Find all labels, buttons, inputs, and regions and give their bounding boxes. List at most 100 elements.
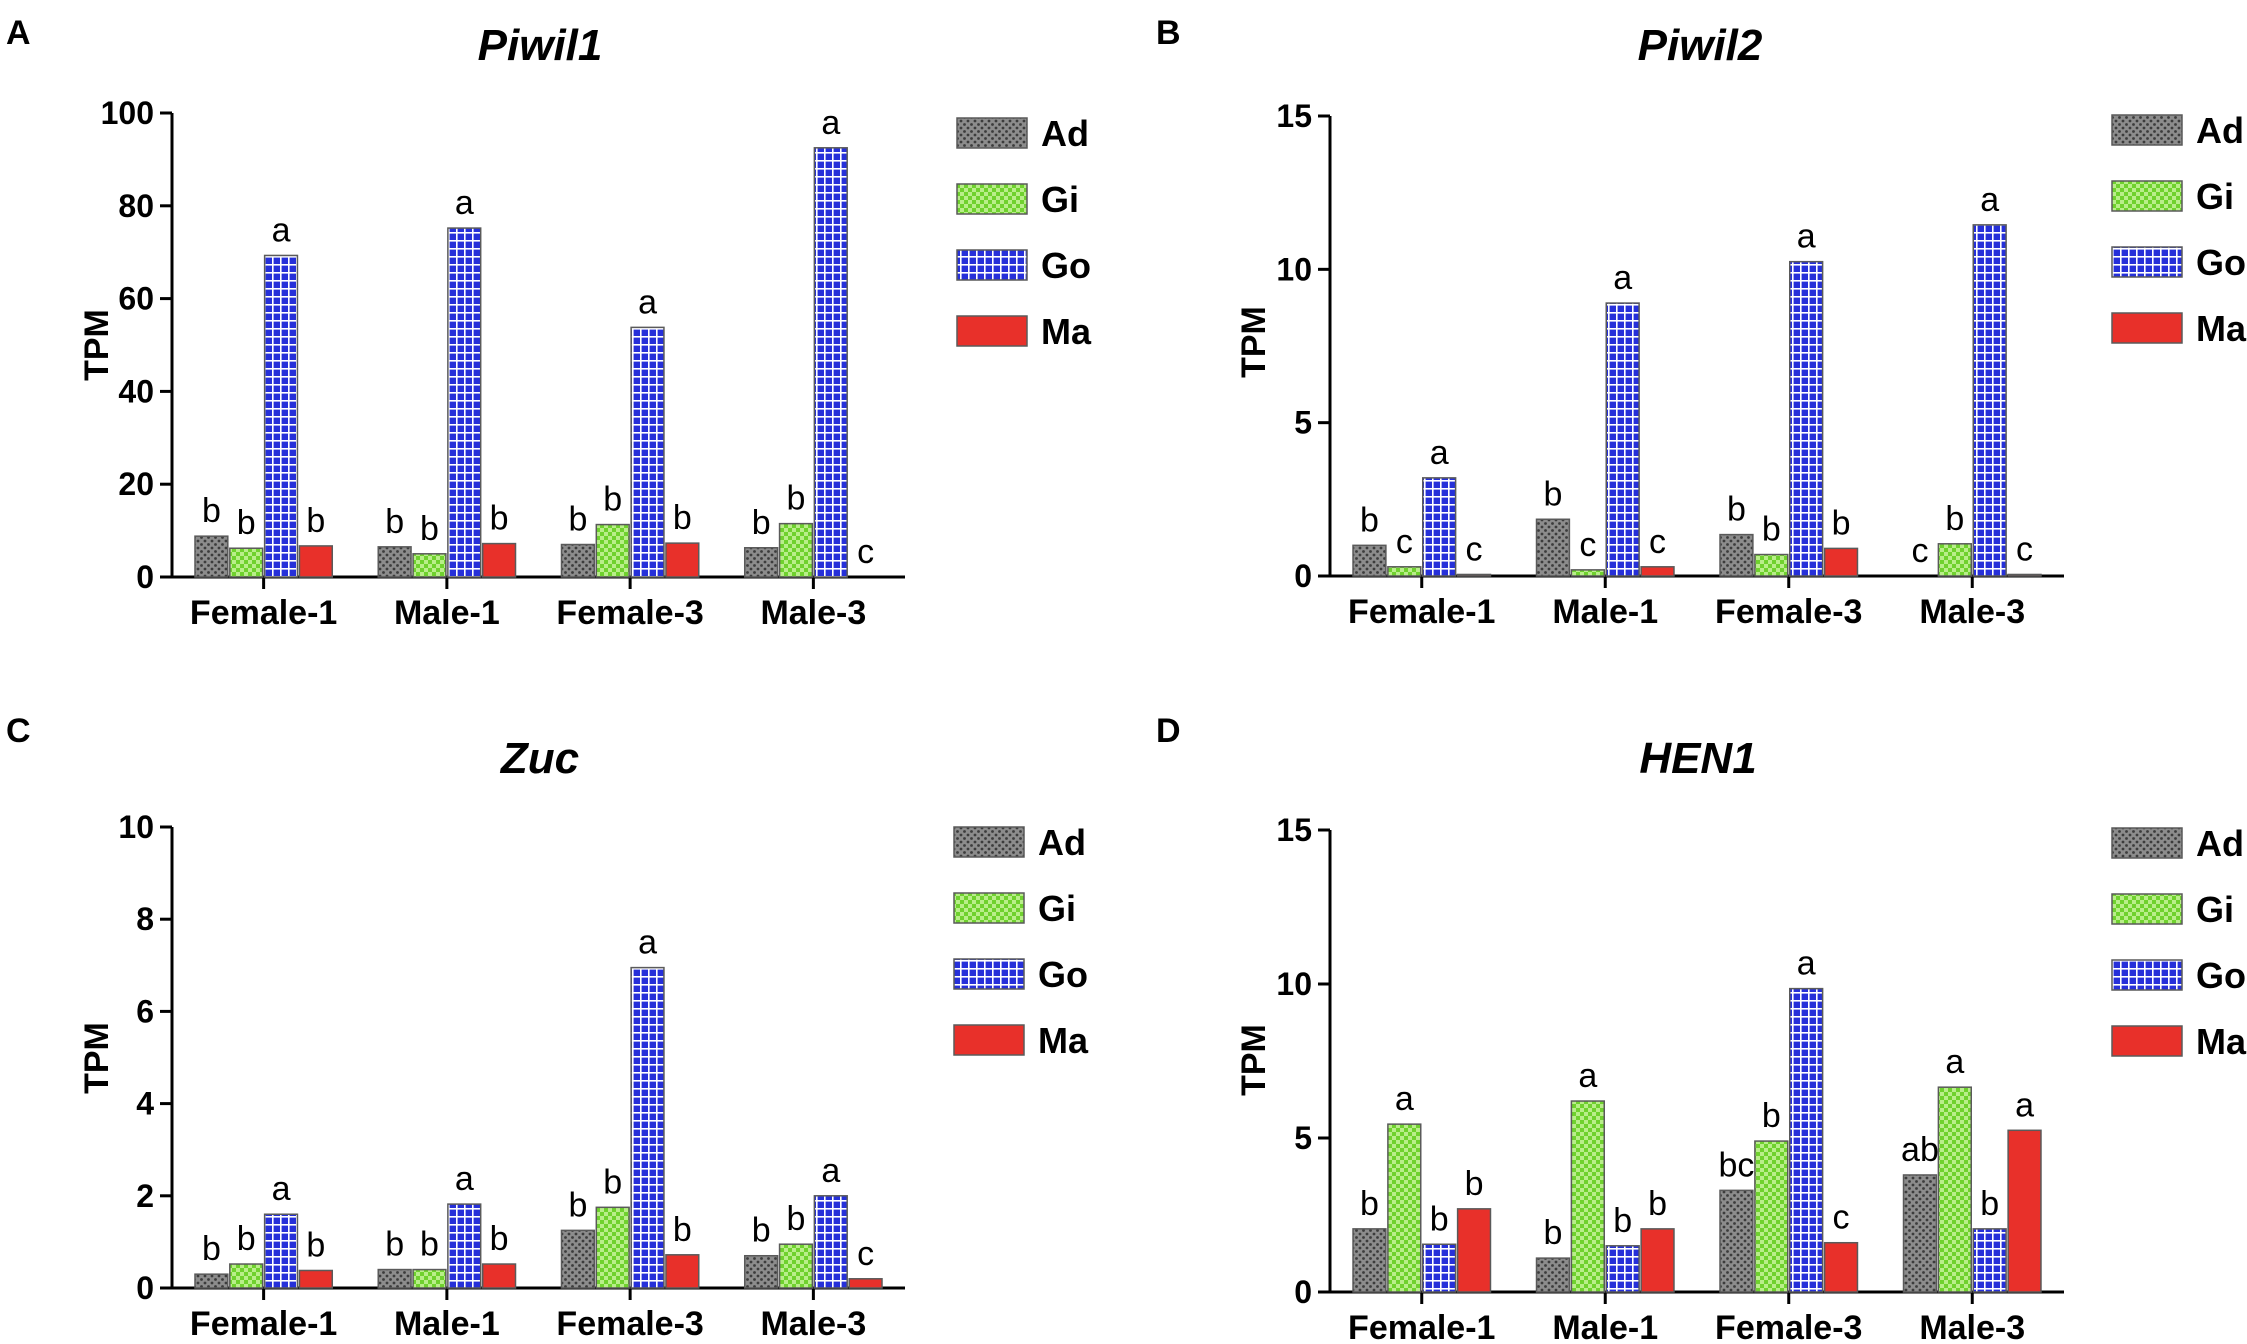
bar-c-male-3-ma <box>848 1278 883 1289</box>
legend-label-d-ad: Ad <box>2196 823 2244 864</box>
sig-label-d-male-3-go: b <box>1980 1185 1999 1223</box>
sig-label-a-female-3-gi: b <box>603 481 622 519</box>
bar-b-female-3-gi <box>1754 553 1789 577</box>
x-tick-label-b-female-3: Female-3 <box>1715 593 1862 631</box>
legend-label-d-gi: Gi <box>2196 889 2234 930</box>
sig-label-b-female-1-go: a <box>1430 434 1449 472</box>
y-tick-label-b-5: 5 <box>1294 405 1312 441</box>
legend-label-c-go: Go <box>1038 954 1088 995</box>
legend-label-c-ma: Ma <box>1038 1020 1089 1061</box>
bar-d-male-3-go <box>1972 1228 2007 1293</box>
sig-label-c-female-1-gi: b <box>237 1220 256 1258</box>
panel-letter-b: B <box>1156 14 1181 52</box>
bar-b-female-1-ad <box>1352 544 1387 577</box>
legend-swatch-d-gi <box>2111 893 2183 925</box>
sig-label-c-female-1-ma: b <box>306 1226 325 1264</box>
bar-b-male-1-go <box>1605 302 1640 577</box>
bar-a-female-1-go <box>263 254 299 578</box>
sig-label-c-male-1-go: a <box>455 1160 474 1198</box>
legend-swatch-a-go <box>956 249 1028 281</box>
bar-d-female-3-go <box>1789 987 1824 1293</box>
sig-label-c-male-3-ad: b <box>752 1212 771 1250</box>
sig-label-b-female-3-ad: b <box>1727 491 1746 529</box>
bar-c-male-1-gi <box>412 1268 447 1289</box>
bar-d-male-1-gi <box>1570 1100 1606 1293</box>
bar-a-male-1-go <box>447 227 482 578</box>
sig-label-c-male-3-go: a <box>821 1152 840 1190</box>
legend-label-c-ad: Ad <box>1038 822 1086 863</box>
sig-label-d-male-1-ad: b <box>1543 1214 1562 1252</box>
bar-b-female-3-ma <box>1823 547 1859 577</box>
sig-label-a-female-1-ad: b <box>202 492 221 530</box>
bar-d-male-1-ad <box>1535 1257 1571 1293</box>
sig-label-c-female-1-ad: b <box>202 1230 221 1268</box>
x-tick-label-b-male-3: Male-3 <box>1919 593 2025 631</box>
sig-label-c-female-3-ma: b <box>673 1211 692 1249</box>
sig-label-a-female-3-ma: b <box>673 499 692 537</box>
sig-label-d-female-3-go: a <box>1797 945 1816 983</box>
y-axis-label-d: TPM <box>1235 1024 1273 1096</box>
sig-label-a-female-1-gi: b <box>237 504 256 542</box>
bar-a-female-1-ad <box>194 535 229 578</box>
x-tick-label-c-female-3: Female-3 <box>556 1305 703 1343</box>
sig-label-a-female-3-go: a <box>638 283 657 321</box>
bar-b-male-1-ma <box>1640 566 1675 577</box>
bar-b-male-3-gi <box>1937 543 1973 577</box>
sig-label-b-male-1-ma: c <box>1649 523 1666 561</box>
bar-c-female-1-gi <box>229 1263 264 1289</box>
y-tick-label-d-10: 10 <box>1276 966 1312 1002</box>
chart-title-d: HEN1 <box>1639 734 1756 783</box>
bar-b-female-1-go <box>1422 477 1457 577</box>
sig-label-d-male-3-ma: a <box>2015 1086 2034 1124</box>
bar-b-female-1-gi <box>1387 566 1422 577</box>
panel-letter-a: A <box>6 14 31 52</box>
panel-letter-c: C <box>6 712 31 750</box>
sig-label-b-male-3-go: a <box>1980 181 1999 219</box>
bar-a-female-3-go <box>630 326 665 578</box>
y-tick-label-c-8: 8 <box>136 901 154 937</box>
bar-c-male-3-ad <box>743 1254 779 1289</box>
sig-label-c-male-1-ma: b <box>490 1220 509 1258</box>
legend-d: Ad Gi Go Ma <box>2111 823 2247 1062</box>
chart-title-a: Piwil1 <box>478 21 603 70</box>
bar-d-male-1-ma <box>1640 1228 1675 1293</box>
x-tick-label-a-male-1: Male-1 <box>394 594 500 632</box>
bar-b-female-3-ad <box>1719 533 1754 577</box>
bar-b-male-3-go <box>1972 224 2007 577</box>
y-tick-label-a-20: 20 <box>118 466 154 502</box>
sig-label-b-female-3-ma: b <box>1832 504 1851 542</box>
legend-label-b-ad: Ad <box>2196 110 2244 151</box>
legend-swatch-d-ma <box>2111 1025 2183 1057</box>
bar-a-female-3-ma <box>665 542 700 578</box>
bar-c-female-3-go <box>630 966 665 1289</box>
sig-label-d-female-1-go: b <box>1430 1200 1449 1238</box>
sig-label-a-male-1-gi: b <box>420 510 439 548</box>
bar-a-male-3-gi <box>778 522 814 578</box>
bar-c-female-1-ma <box>298 1269 334 1289</box>
sig-label-d-male-1-go: b <box>1613 1202 1632 1240</box>
sig-label-b-female-1-gi: c <box>1396 523 1413 561</box>
y-axis-label-c: TPM <box>78 1022 116 1094</box>
bar-a-female-3-gi <box>595 523 630 578</box>
y-tick-label-d-0: 0 <box>1294 1274 1312 1310</box>
bar-c-male-3-gi <box>778 1243 814 1289</box>
sig-label-c-female-1-go: a <box>272 1170 291 1208</box>
sig-label-d-male-3-gi: a <box>1945 1043 1964 1081</box>
bar-d-female-1-gi <box>1387 1123 1422 1293</box>
bar-b-male-1-ad <box>1535 518 1571 577</box>
legend-label-a-gi: Gi <box>1041 179 1079 220</box>
legend-label-b-gi: Gi <box>2196 176 2234 217</box>
bar-a-male-3-ad <box>743 547 779 578</box>
x-tick-label-b-male-1: Male-1 <box>1552 593 1658 631</box>
sig-label-d-female-1-gi: a <box>1395 1080 1414 1118</box>
sig-label-d-male-1-ma: b <box>1648 1185 1667 1223</box>
sig-label-a-male-1-go: a <box>455 184 474 222</box>
legend-swatch-b-ad <box>2111 114 2183 146</box>
bar-c-male-3-go <box>813 1195 848 1289</box>
y-tick-label-b-0: 0 <box>1294 558 1312 594</box>
y-tick-label-c-0: 0 <box>136 1270 154 1306</box>
sig-label-d-female-3-ma: c <box>1833 1199 1850 1237</box>
sig-label-c-male-1-gi: b <box>420 1226 439 1264</box>
